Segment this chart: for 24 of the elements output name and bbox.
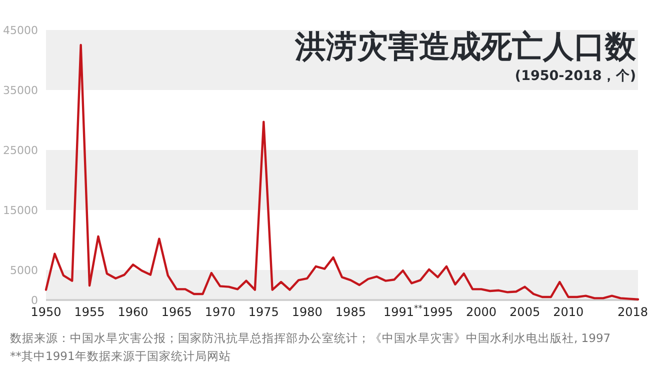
x-tick-label: 2010 <box>553 305 584 319</box>
text: (1950-2018，个) <box>514 68 636 84</box>
x-tick-label: 1960 <box>118 305 148 319</box>
chart-title: 洪涝灾害造成死亡人口数 <box>294 29 637 65</box>
x-tick-label: 1975 <box>248 305 279 319</box>
x-tick-label: 1980 <box>292 305 322 319</box>
text: **其中1991年数据来源于国家统计局网站 <box>10 349 231 363</box>
x-tick-label: 1985 <box>335 305 366 319</box>
y-tick-label: 45000 <box>3 24 38 37</box>
x-tick-label: 1955 <box>74 305 105 319</box>
x-tick-label: 2018 <box>617 305 648 319</box>
x-tick-label: 1970 <box>204 305 236 319</box>
x-tick-label: 2000 <box>466 305 497 319</box>
y-tick-label: 25000 <box>3 144 38 157</box>
y-tick-label: 35000 <box>3 84 38 97</box>
y-tick-label: 15000 <box>3 204 38 217</box>
source-note: 数据来源：中国水旱灾害公报；国家防汛抗旱总指挥部办公室统计；《中国水旱灾害》中国水利水电出版社, 1997 <box>10 331 611 345</box>
x-tick-label: 1950 <box>30 305 62 319</box>
x-tick-label: 2005 <box>510 305 540 319</box>
x-tick-label: 1991$^{**}$ <box>383 303 422 319</box>
y-tick-label: 5000 <box>10 264 38 277</box>
x-tick-label: 1995 <box>422 305 454 319</box>
x-tick-label: 1965 <box>161 305 192 319</box>
y-tick-label: 0 <box>31 294 38 307</box>
